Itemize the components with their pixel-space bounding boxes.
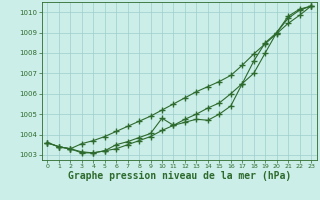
X-axis label: Graphe pression niveau de la mer (hPa): Graphe pression niveau de la mer (hPa) <box>68 171 291 181</box>
